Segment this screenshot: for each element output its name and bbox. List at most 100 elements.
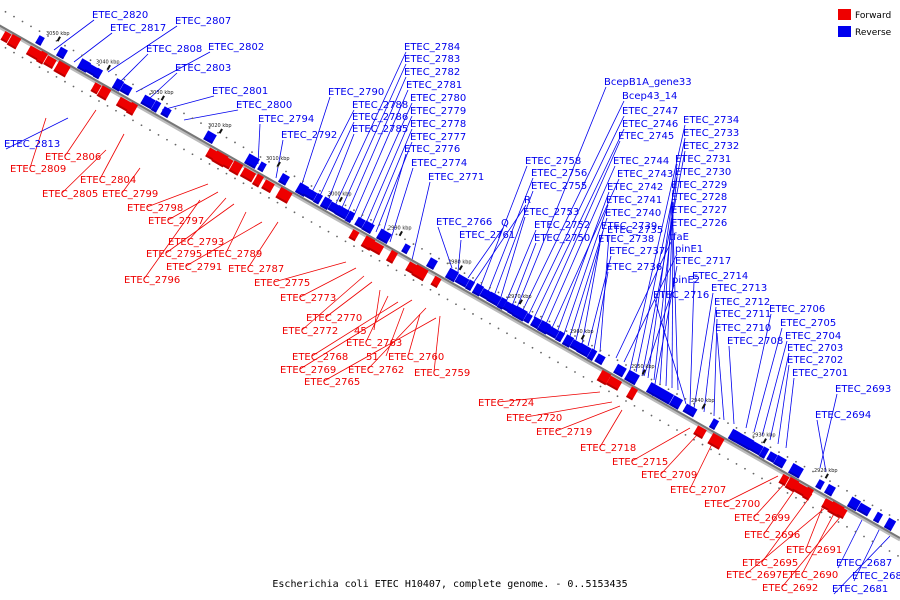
reverse-gene-label[interactable]: BcepB1A_gene33 <box>604 77 692 88</box>
reverse-gene[interactable] <box>586 348 598 361</box>
forward-gene-label[interactable]: ETEC_2809 <box>10 164 66 175</box>
forward-gene[interactable] <box>625 386 639 401</box>
reverse-gene-label[interactable]: ETEC_2788 <box>352 100 408 111</box>
forward-gene-label[interactable]: ETEC_2804 <box>80 175 136 186</box>
reverse-gene-label[interactable]: ETEC_2746 <box>622 119 678 130</box>
forward-gene[interactable] <box>596 369 612 386</box>
reverse-gene-label[interactable]: ETEC_2712 <box>714 297 770 308</box>
reverse-gene-label[interactable]: ETEC_2808 <box>146 44 202 55</box>
reverse-gene[interactable] <box>846 496 862 512</box>
reverse-gene-label[interactable]: ETEC_2680 <box>852 571 900 582</box>
forward-gene[interactable] <box>693 425 707 439</box>
forward-gene-label[interactable]: ETEC_2805 <box>42 189 98 200</box>
forward-gene[interactable] <box>367 240 385 256</box>
forward-gene[interactable] <box>360 235 376 251</box>
forward-gene-label[interactable]: ETEC_2799 <box>102 189 158 200</box>
reverse-gene-label[interactable]: ETEC_2716 <box>653 290 709 301</box>
reverse-gene-label[interactable]: ETEC_2717 <box>675 256 731 267</box>
reverse-gene[interactable] <box>344 210 356 224</box>
reverse-gene-label[interactable]: ETEC_2711 <box>715 309 771 320</box>
reverse-gene[interactable] <box>464 279 476 292</box>
reverse-gene[interactable] <box>766 451 778 464</box>
forward-gene[interactable] <box>239 167 257 183</box>
reverse-gene[interactable] <box>150 100 162 113</box>
forward-gene[interactable] <box>25 45 43 61</box>
forward-gene-label[interactable]: ETEC_2806 <box>45 152 101 163</box>
reverse-gene[interactable] <box>856 502 872 517</box>
forward-gene-label[interactable]: ETEC_2760 <box>388 352 444 363</box>
reverse-gene-label[interactable]: ETEC_2713 <box>711 283 767 294</box>
forward-gene-label[interactable]: ETEC_2699 <box>734 513 790 524</box>
forward-gene-label[interactable]: ETEC_2719 <box>536 427 592 438</box>
forward-gene-label[interactable]: ETEC_2763 <box>346 338 402 349</box>
reverse-gene-label[interactable]: ETEC_2730 <box>675 167 731 178</box>
reverse-gene[interactable] <box>111 78 125 92</box>
reverse-gene-label[interactable]: ETEC_2813 <box>4 139 60 150</box>
reverse-gene[interactable] <box>824 483 836 497</box>
forward-gene-label[interactable]: ETEC_2793 <box>168 237 224 248</box>
forward-gene-label[interactable]: ETEC_2775 <box>254 278 310 289</box>
forward-gene-label[interactable]: ETEC_2759 <box>414 368 470 379</box>
reverse-gene[interactable] <box>302 187 318 202</box>
forward-gene[interactable] <box>605 375 623 391</box>
reverse-gene-label[interactable]: ETEC_2786 <box>352 112 408 123</box>
reverse-gene-label[interactable]: ETEC_2802 <box>208 42 264 53</box>
reverse-gene-label[interactable]: ETEC_2744 <box>613 156 669 167</box>
reverse-gene-label[interactable]: ETEC_2761 <box>459 230 515 241</box>
forward-gene[interactable] <box>784 476 800 493</box>
reverse-gene-label[interactable]: ETEC_2753 <box>523 207 579 218</box>
reverse-gene-label[interactable]: ETEC_2783 <box>404 54 460 65</box>
forward-gene-label[interactable]: ETEC_2700 <box>704 499 760 510</box>
reverse-gene-label[interactable]: ETEC_2740 <box>605 208 661 219</box>
forward-gene[interactable] <box>801 486 815 501</box>
forward-gene-label[interactable]: ETEC_2795 <box>146 249 202 260</box>
reverse-gene[interactable] <box>773 454 787 469</box>
reverse-gene-label[interactable]: ETEC_2745 <box>618 131 674 142</box>
reverse-gene-label[interactable]: ETEC_2771 <box>428 172 484 183</box>
reverse-gene[interactable] <box>613 363 627 378</box>
forward-gene-label[interactable]: ETEC_2720 <box>506 413 562 424</box>
reverse-gene-label[interactable]: ETEC_2800 <box>236 100 292 111</box>
reverse-gene-label[interactable]: ETEC_2731 <box>675 154 731 165</box>
reverse-gene-label[interactable]: ETEC_2742 <box>607 182 663 193</box>
reverse-gene[interactable] <box>140 94 156 110</box>
reverse-gene-label[interactable]: ETEC_2766 <box>436 217 492 228</box>
forward-gene-label[interactable]: ETEC_2709 <box>641 470 697 481</box>
reverse-gene-label[interactable]: ETEC_2701 <box>792 368 848 379</box>
reverse-gene[interactable] <box>257 161 267 173</box>
reverse-gene-label[interactable]: ETEC_2706 <box>769 304 825 315</box>
forward-gene[interactable] <box>222 157 234 170</box>
reverse-gene-label[interactable]: ETEC_2785 <box>352 124 408 135</box>
reverse-gene-label[interactable]: ETEC_2817 <box>110 23 166 34</box>
forward-gene[interactable] <box>35 50 49 65</box>
forward-gene-label[interactable]: ETEC_2724 <box>478 398 534 409</box>
forward-gene-label[interactable]: ETEC_2690 <box>782 570 838 581</box>
forward-gene-label[interactable]: ETEC_2797 <box>148 216 204 227</box>
reverse-gene-label[interactable]: ETEC_2702 <box>787 355 843 366</box>
reverse-gene-label[interactable]: pinE1 <box>675 244 703 255</box>
reverse-gene-label[interactable]: ETEC_2710 <box>715 323 771 334</box>
forward-gene[interactable] <box>836 506 848 520</box>
reverse-gene-label[interactable]: ETEC_2820 <box>92 10 148 21</box>
reverse-gene-label[interactable]: ETEC_2807 <box>175 16 231 27</box>
forward-gene-label[interactable]: 51 <box>366 352 379 363</box>
reverse-gene-label[interactable]: Q <box>501 218 509 229</box>
reverse-gene[interactable] <box>35 35 45 46</box>
reverse-gene-label[interactable]: tfaE <box>669 232 689 243</box>
reverse-gene-label[interactable]: ETEC_2728 <box>671 192 727 203</box>
reverse-gene[interactable] <box>512 305 528 322</box>
forward-gene-label[interactable]: ETEC_2787 <box>228 264 284 275</box>
reverse-gene-label[interactable]: ETEC_2737 <box>609 246 665 257</box>
reverse-gene-label[interactable]: ETEC_2733 <box>683 128 739 139</box>
forward-gene-label[interactable]: ETEC_2762 <box>348 365 404 376</box>
reverse-gene[interactable] <box>758 446 770 459</box>
forward-gene[interactable] <box>90 82 102 95</box>
reverse-gene-label[interactable]: ETEC_2779 <box>410 106 466 117</box>
reverse-gene[interactable] <box>523 312 533 324</box>
reverse-gene[interactable] <box>56 46 68 60</box>
reverse-gene-label[interactable]: ETEC_2777 <box>410 132 466 143</box>
reverse-gene[interactable] <box>454 273 470 288</box>
reverse-gene-label[interactable]: ETEC_2756 <box>531 168 587 179</box>
reverse-gene[interactable] <box>594 353 606 366</box>
reverse-gene-label[interactable]: R <box>524 195 531 206</box>
